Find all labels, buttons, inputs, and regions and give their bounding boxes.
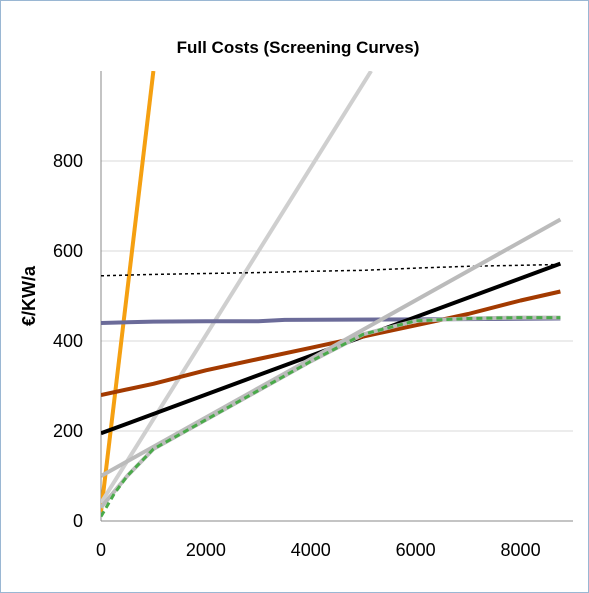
y-tick-label-400: 400 bbox=[53, 331, 83, 351]
x-tick-label-2000: 2000 bbox=[186, 540, 226, 560]
y-tick-label-0: 0 bbox=[73, 511, 83, 531]
x-tick-label-6000: 6000 bbox=[396, 540, 436, 560]
y-tick-label-200: 200 bbox=[53, 421, 83, 441]
y-axis-label: €/KW/a bbox=[19, 265, 39, 326]
series-line-6 bbox=[101, 289, 561, 397]
axes bbox=[100, 71, 573, 522]
grid-lines bbox=[101, 160, 573, 432]
x-tick-label-4000: 4000 bbox=[291, 540, 331, 560]
x-tick-label-0: 0 bbox=[96, 540, 106, 560]
y-tick-label-800: 800 bbox=[53, 151, 83, 171]
series-line-1 bbox=[101, 71, 156, 513]
series-line-9 bbox=[101, 316, 561, 518]
series-line-2 bbox=[101, 71, 373, 505]
chart-title: Full Costs (Screening Curves) bbox=[177, 38, 420, 57]
series-line-3 bbox=[101, 263, 561, 277]
y-tick-label-600: 600 bbox=[53, 241, 83, 261]
series-line-7 bbox=[101, 217, 562, 478]
x-tick-label-8000: 8000 bbox=[501, 540, 541, 560]
series-group bbox=[101, 71, 562, 518]
